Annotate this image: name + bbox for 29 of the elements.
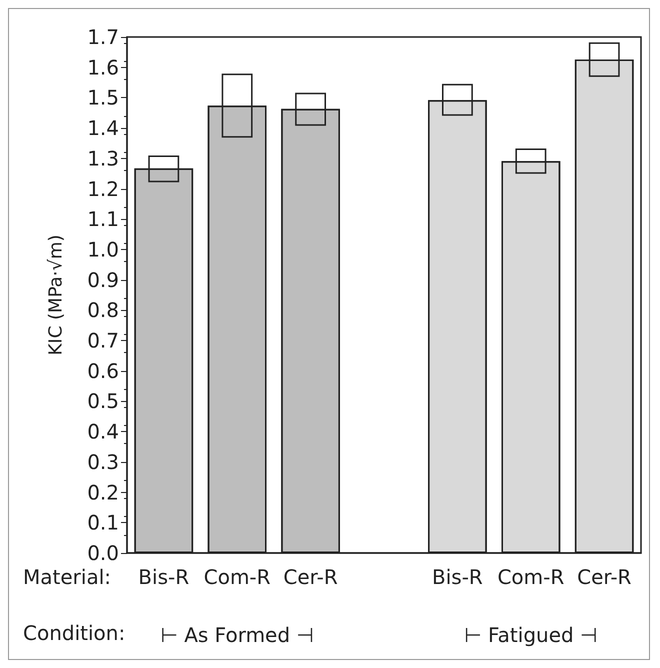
y-tick-label: 0.4 xyxy=(87,420,119,444)
y-tick-label: 0.6 xyxy=(87,358,119,383)
y-tick-label: 1.2 xyxy=(87,176,119,201)
y-tick-label: 0.0 xyxy=(87,541,119,565)
text: Condition: xyxy=(23,621,126,645)
y-axis-title: KIC (MPa·√m) xyxy=(46,234,66,356)
y-tick-label: 1.0 xyxy=(87,237,119,262)
text: ⊢ As Formed ⊣ xyxy=(160,623,314,647)
text: ⊢ Fatigued ⊣ xyxy=(464,623,598,647)
x-tick-label: Com-R xyxy=(204,565,271,589)
x-tick-label: Com-R xyxy=(497,565,564,589)
text: Material: xyxy=(23,565,111,589)
y-tick-label: 1.7 xyxy=(87,25,119,49)
y-tick-label: 1.1 xyxy=(87,207,119,232)
y-tick-label: 1.5 xyxy=(87,86,119,110)
x-tick-label: Bis-R xyxy=(432,565,483,589)
y-tick-label: 0.3 xyxy=(87,450,119,474)
y-tick-label: 0.9 xyxy=(87,268,119,292)
y-tick-label: 0.5 xyxy=(87,389,119,414)
y-tick-label: 1.4 xyxy=(87,116,119,140)
x-tick-label: Bis-R xyxy=(138,565,190,589)
x-tick-label: Cer-R xyxy=(577,565,632,589)
y-tick-label: 1.6 xyxy=(87,55,119,80)
y-tick-label: 0.2 xyxy=(87,480,119,504)
y-tick-label: 0.8 xyxy=(87,298,119,322)
x-tick-label: Cer-R xyxy=(283,565,338,589)
y-tick-label: 1.3 xyxy=(87,146,119,170)
y-tick-label: 0.7 xyxy=(87,328,119,353)
y-tick-label: 0.1 xyxy=(87,510,119,535)
